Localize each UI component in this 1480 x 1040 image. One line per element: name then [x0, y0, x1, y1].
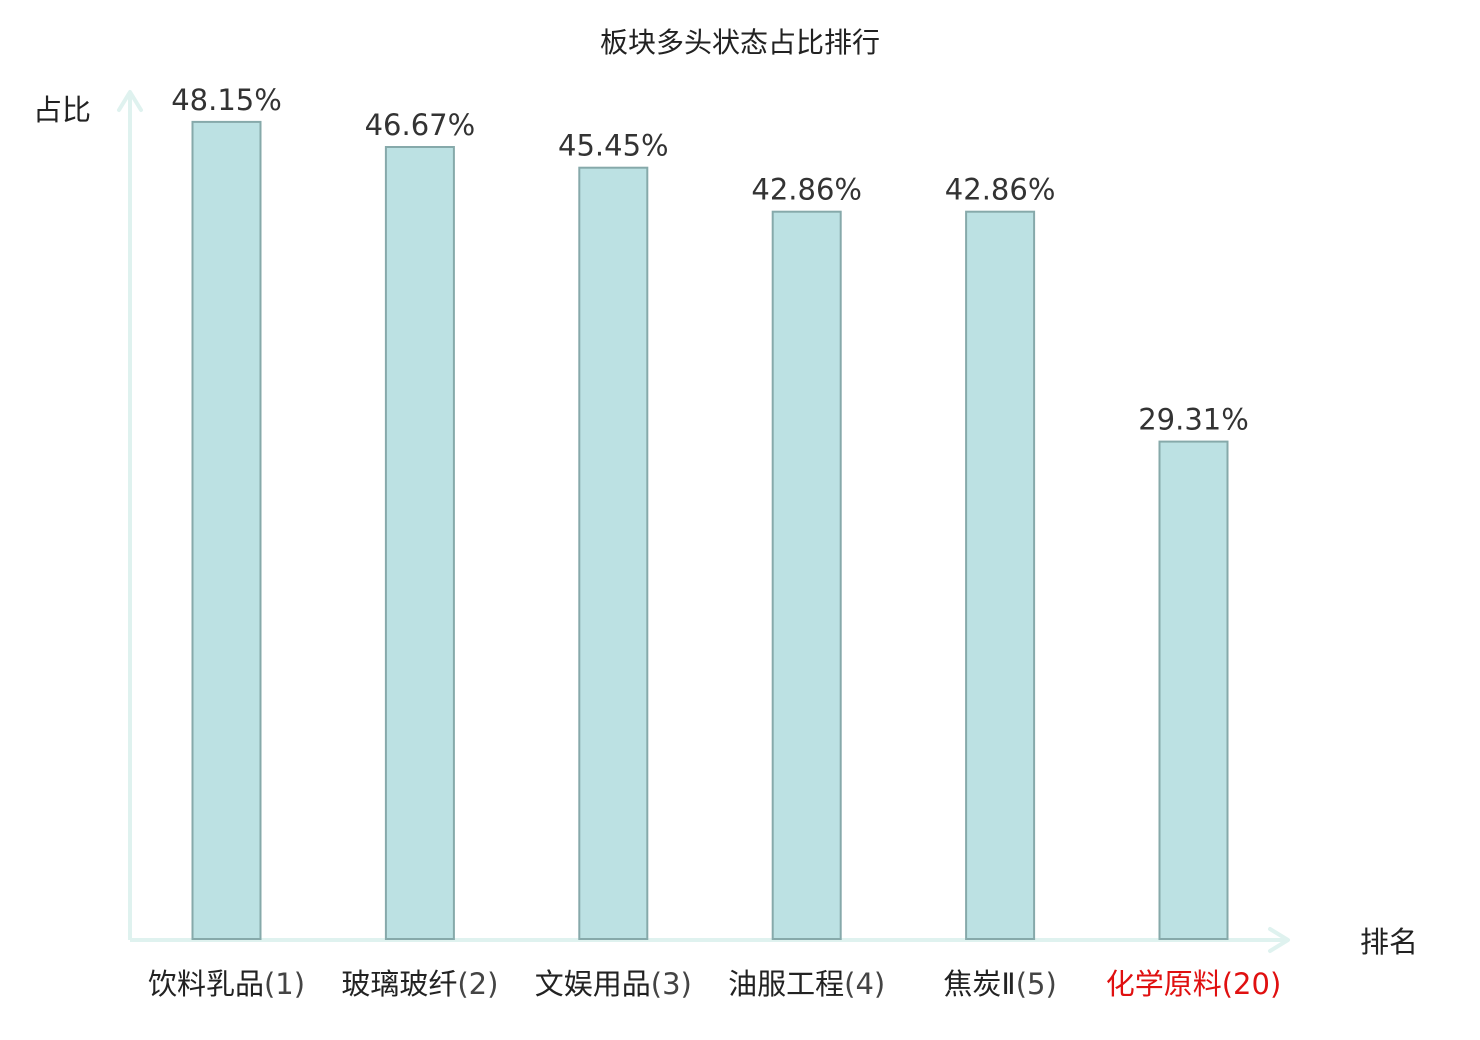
- bar-1: [191, 120, 262, 940]
- category-label-5: 焦炭Ⅱ(5): [943, 967, 1056, 1001]
- category-rank-4: (4): [844, 967, 885, 1001]
- bar-value-label-2: 46.67%: [365, 108, 476, 142]
- category-label-6: 化学原料(20): [1106, 967, 1282, 1001]
- bar-value-label-5: 42.86%: [945, 173, 1056, 207]
- category-rank-5: (5): [1016, 967, 1057, 1001]
- bar-value-label-4: 42.86%: [751, 173, 862, 207]
- category-label-4: 油服工程(4): [728, 967, 885, 1001]
- bar-3: [578, 166, 649, 940]
- category-labels-group: 饮料乳品(1) 玻璃玻纤(2) 文娱用品(3) 油服工程(4) 焦炭Ⅱ(5) 化学原料(2…: [148, 967, 1281, 1001]
- category-label-1: 饮料乳品(1): [148, 967, 305, 1001]
- value-labels-group: 48.15% 46.67% 45.45% 42.86% 42.86% 29.31%: [171, 83, 1249, 437]
- category-name-6: 化学原料: [1106, 967, 1222, 1001]
- x-axis-label: 排名: [1360, 925, 1418, 959]
- category-rank-2: (2): [457, 967, 498, 1001]
- category-name-2: 玻璃玻纤: [341, 967, 457, 1001]
- bars-group: [191, 120, 1229, 940]
- axes: [117, 90, 1290, 953]
- y-axis-label: 占比: [33, 93, 91, 127]
- category-rank-1: (1): [264, 967, 305, 1001]
- category-name-1: 饮料乳品: [148, 967, 264, 1001]
- category-label-2: 玻璃玻纤(2): [341, 967, 498, 1001]
- y-axis-arrow: [117, 90, 143, 112]
- bar-4: [771, 210, 842, 940]
- bar-value-label-6: 29.31%: [1138, 403, 1249, 437]
- category-name-5: 焦炭Ⅱ: [943, 967, 1015, 1001]
- bar-6: [1158, 440, 1229, 940]
- bar-value-label-3: 45.45%: [558, 129, 669, 163]
- category-name-3: 文娱用品: [535, 967, 651, 1001]
- x-axis-arrow: [1268, 927, 1290, 953]
- category-rank-3: (3): [651, 967, 692, 1001]
- bar-5: [965, 210, 1036, 940]
- chart-title: 板块多头状态占比排行: [600, 26, 880, 59]
- category-name-4: 油服工程: [728, 967, 844, 1001]
- bar-2: [384, 146, 455, 940]
- category-label-3: 文娱用品(3): [535, 967, 692, 1001]
- category-rank-6: (20): [1222, 967, 1282, 1001]
- bar-value-label-1: 48.15%: [171, 83, 282, 117]
